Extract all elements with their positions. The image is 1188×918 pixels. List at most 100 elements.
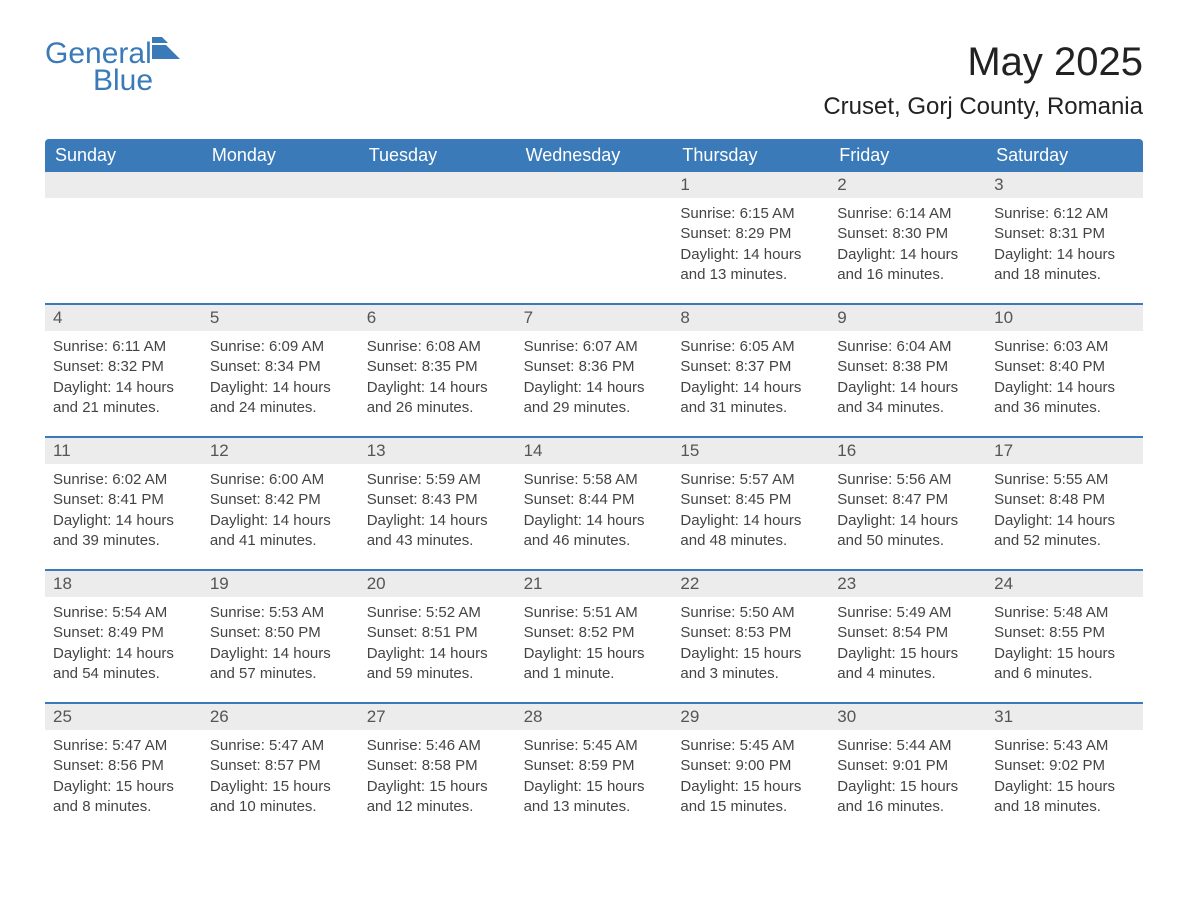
daylight-text: Daylight: 14 hours and 41 minutes. [210,511,351,552]
sunset-text: Sunset: 8:55 PM [994,623,1135,643]
sunset-text: Sunset: 9:00 PM [680,756,821,776]
day-cell: 19Sunrise: 5:53 AMSunset: 8:50 PMDayligh… [202,571,359,702]
day-content: Sunrise: 6:05 AMSunset: 8:37 PMDaylight:… [672,331,829,418]
day-number: 27 [359,704,516,730]
empty-day-bar [359,172,516,198]
sunset-text: Sunset: 8:49 PM [53,623,194,643]
day-content: Sunrise: 5:51 AMSunset: 8:52 PMDaylight:… [516,597,673,684]
sunset-text: Sunset: 8:50 PM [210,623,351,643]
sunset-text: Sunset: 8:37 PM [680,357,821,377]
daylight-text: Daylight: 14 hours and 26 minutes. [367,378,508,419]
sunrise-text: Sunrise: 5:48 AM [994,603,1135,623]
sunset-text: Sunset: 8:40 PM [994,357,1135,377]
day-number: 13 [359,438,516,464]
sunrise-text: Sunrise: 5:47 AM [53,736,194,756]
day-number: 29 [672,704,829,730]
day-content: Sunrise: 5:46 AMSunset: 8:58 PMDaylight:… [359,730,516,817]
calendar: Sunday Monday Tuesday Wednesday Thursday… [45,139,1143,835]
day-number: 7 [516,305,673,331]
day-number: 2 [829,172,986,198]
day-content: Sunrise: 5:47 AMSunset: 8:56 PMDaylight:… [45,730,202,817]
day-cell: 14Sunrise: 5:58 AMSunset: 8:44 PMDayligh… [516,438,673,569]
day-cell: 3Sunrise: 6:12 AMSunset: 8:31 PMDaylight… [986,172,1143,303]
sunrise-text: Sunrise: 5:56 AM [837,470,978,490]
weekday-header: Wednesday [516,139,673,172]
day-content: Sunrise: 5:48 AMSunset: 8:55 PMDaylight:… [986,597,1143,684]
day-cell: 4Sunrise: 6:11 AMSunset: 8:32 PMDaylight… [45,305,202,436]
day-number: 22 [672,571,829,597]
daylight-text: Daylight: 14 hours and 59 minutes. [367,644,508,685]
day-content: Sunrise: 5:58 AMSunset: 8:44 PMDaylight:… [516,464,673,551]
daylight-text: Daylight: 15 hours and 18 minutes. [994,777,1135,818]
day-cell: 15Sunrise: 5:57 AMSunset: 8:45 PMDayligh… [672,438,829,569]
day-content: Sunrise: 5:55 AMSunset: 8:48 PMDaylight:… [986,464,1143,551]
day-number: 24 [986,571,1143,597]
day-cell: 31Sunrise: 5:43 AMSunset: 9:02 PMDayligh… [986,704,1143,835]
day-number: 14 [516,438,673,464]
calendar-week: 11Sunrise: 6:02 AMSunset: 8:41 PMDayligh… [45,436,1143,569]
weekday-header: Saturday [986,139,1143,172]
location-subtitle: Cruset, Gorj County, Romania [823,93,1143,121]
empty-day-bar [202,172,359,198]
day-content: Sunrise: 6:00 AMSunset: 8:42 PMDaylight:… [202,464,359,551]
page-header: General Blue May 2025 Cruset, Gorj Count… [45,40,1143,121]
daylight-text: Daylight: 14 hours and 57 minutes. [210,644,351,685]
sunset-text: Sunset: 8:57 PM [210,756,351,776]
sunrise-text: Sunrise: 6:08 AM [367,337,508,357]
day-cell: 1Sunrise: 6:15 AMSunset: 8:29 PMDaylight… [672,172,829,303]
daylight-text: Daylight: 14 hours and 13 minutes. [680,245,821,286]
daylight-text: Daylight: 14 hours and 52 minutes. [994,511,1135,552]
sunrise-text: Sunrise: 5:45 AM [524,736,665,756]
daylight-text: Daylight: 14 hours and 50 minutes. [837,511,978,552]
day-content: Sunrise: 5:53 AMSunset: 8:50 PMDaylight:… [202,597,359,684]
day-number: 1 [672,172,829,198]
sunrise-text: Sunrise: 5:50 AM [680,603,821,623]
day-cell: 27Sunrise: 5:46 AMSunset: 8:58 PMDayligh… [359,704,516,835]
daylight-text: Daylight: 15 hours and 6 minutes. [994,644,1135,685]
day-content: Sunrise: 6:11 AMSunset: 8:32 PMDaylight:… [45,331,202,418]
day-content: Sunrise: 6:15 AMSunset: 8:29 PMDaylight:… [672,198,829,285]
sunset-text: Sunset: 8:54 PM [837,623,978,643]
sunrise-text: Sunrise: 5:55 AM [994,470,1135,490]
sunrise-text: Sunrise: 5:46 AM [367,736,508,756]
day-content: Sunrise: 5:45 AMSunset: 8:59 PMDaylight:… [516,730,673,817]
day-number: 10 [986,305,1143,331]
day-cell: 9Sunrise: 6:04 AMSunset: 8:38 PMDaylight… [829,305,986,436]
sunset-text: Sunset: 8:45 PM [680,490,821,510]
sunset-text: Sunset: 8:31 PM [994,224,1135,244]
day-number: 31 [986,704,1143,730]
day-content: Sunrise: 5:47 AMSunset: 8:57 PMDaylight:… [202,730,359,817]
day-cell: 23Sunrise: 5:49 AMSunset: 8:54 PMDayligh… [829,571,986,702]
daylight-text: Daylight: 14 hours and 39 minutes. [53,511,194,552]
sunset-text: Sunset: 8:30 PM [837,224,978,244]
weekday-header: Friday [829,139,986,172]
sunrise-text: Sunrise: 5:58 AM [524,470,665,490]
day-number: 19 [202,571,359,597]
sunrise-text: Sunrise: 6:02 AM [53,470,194,490]
day-content: Sunrise: 5:45 AMSunset: 9:00 PMDaylight:… [672,730,829,817]
sunrise-text: Sunrise: 5:53 AM [210,603,351,623]
day-number: 26 [202,704,359,730]
day-cell: 17Sunrise: 5:55 AMSunset: 8:48 PMDayligh… [986,438,1143,569]
day-number: 9 [829,305,986,331]
day-content: Sunrise: 5:59 AMSunset: 8:43 PMDaylight:… [359,464,516,551]
sunset-text: Sunset: 8:42 PM [210,490,351,510]
sunset-text: Sunset: 8:29 PM [680,224,821,244]
day-cell: 22Sunrise: 5:50 AMSunset: 8:53 PMDayligh… [672,571,829,702]
day-cell: 28Sunrise: 5:45 AMSunset: 8:59 PMDayligh… [516,704,673,835]
day-cell: 24Sunrise: 5:48 AMSunset: 8:55 PMDayligh… [986,571,1143,702]
daylight-text: Daylight: 14 hours and 29 minutes. [524,378,665,419]
sunrise-text: Sunrise: 5:52 AM [367,603,508,623]
daylight-text: Daylight: 14 hours and 34 minutes. [837,378,978,419]
calendar-week: 18Sunrise: 5:54 AMSunset: 8:49 PMDayligh… [45,569,1143,702]
sunset-text: Sunset: 8:59 PM [524,756,665,776]
sunset-text: Sunset: 8:52 PM [524,623,665,643]
day-cell: 6Sunrise: 6:08 AMSunset: 8:35 PMDaylight… [359,305,516,436]
daylight-text: Daylight: 14 hours and 48 minutes. [680,511,821,552]
day-number: 6 [359,305,516,331]
sunset-text: Sunset: 9:01 PM [837,756,978,776]
day-cell: 5Sunrise: 6:09 AMSunset: 8:34 PMDaylight… [202,305,359,436]
day-number: 4 [45,305,202,331]
weekday-header: Sunday [45,139,202,172]
sunset-text: Sunset: 8:58 PM [367,756,508,776]
